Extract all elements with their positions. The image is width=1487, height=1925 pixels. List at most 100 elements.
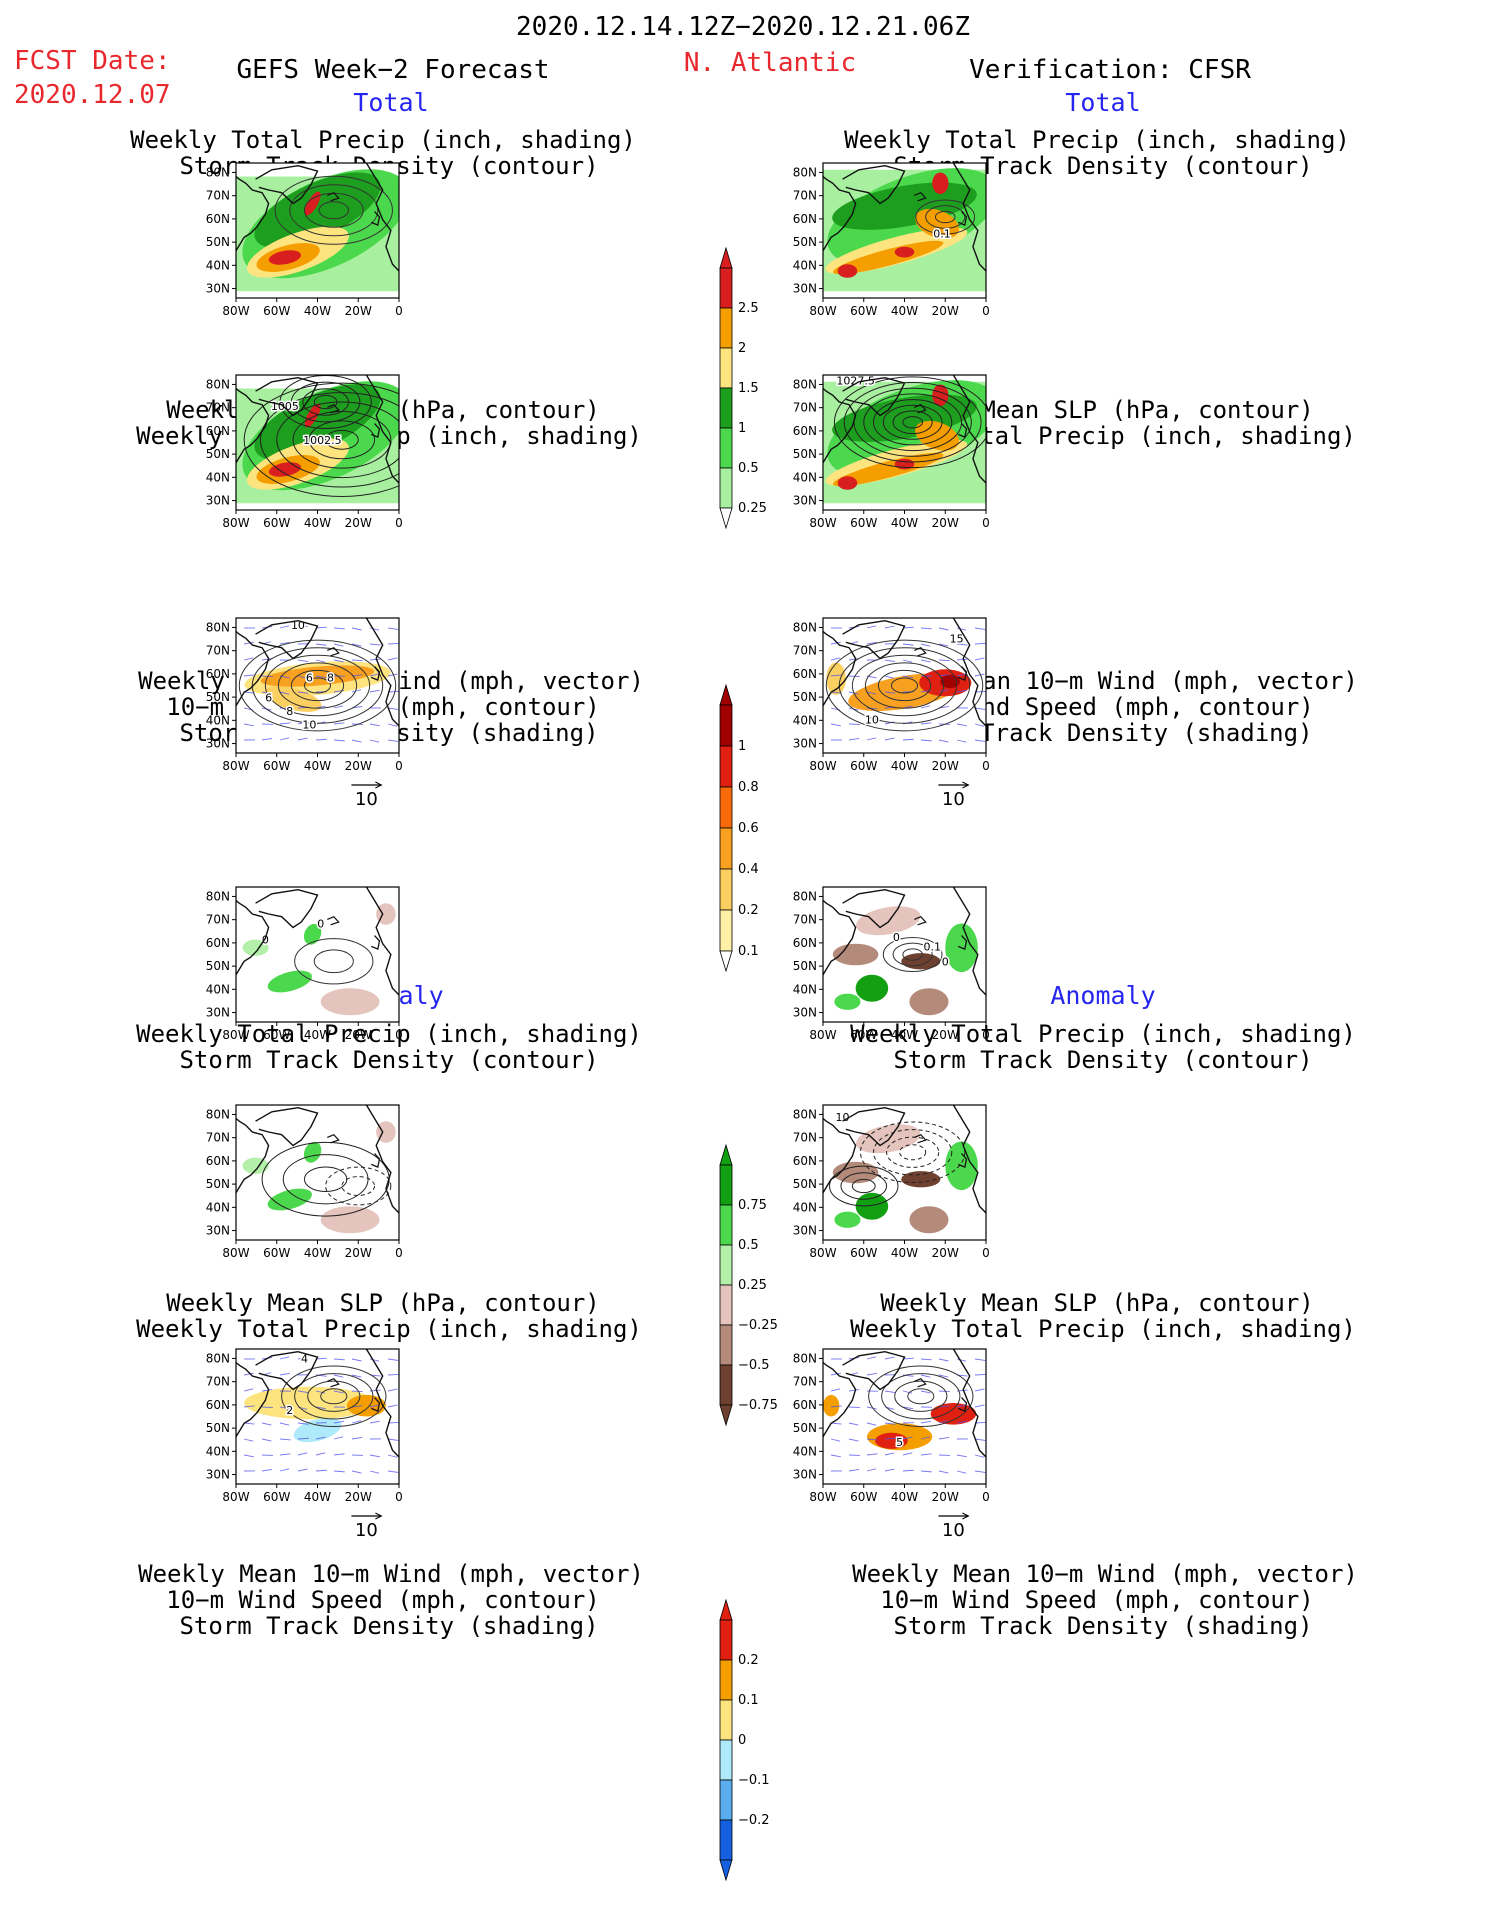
wind-vector: [279, 641, 290, 645]
wind-vector: [866, 1406, 877, 1410]
wind-vector: [920, 1470, 932, 1473]
wind-vector: [351, 1358, 362, 1362]
coastline-iceland: [914, 646, 927, 657]
colorbar-label: 2: [738, 341, 746, 356]
wind-vector: [938, 689, 949, 693]
lon-tick-label: 20W: [345, 1246, 372, 1260]
wind-vector: [333, 739, 345, 742]
anom-slp-contour-neg: [325, 1166, 392, 1206]
colorbar-bin: [719, 786, 733, 829]
slp-contour: [873, 399, 953, 446]
track-label-0: 0: [893, 931, 900, 944]
lon-tick-label: 40W: [304, 1490, 331, 1504]
wind-vector: [848, 1438, 859, 1442]
wind-vector: [902, 1390, 913, 1394]
lat-tick-label: 60N: [206, 1154, 230, 1168]
wind-speed-contour: [281, 1365, 387, 1427]
precip-shade-orange: [833, 240, 944, 275]
lat-tick-label: 70N: [793, 189, 817, 203]
wind-vector: [297, 721, 308, 725]
lon-tick-label: 40W: [304, 516, 331, 530]
lon-tick-label: 0: [395, 304, 403, 318]
lat-tick-label: 30N: [206, 1468, 230, 1482]
colorbar-label: 0.1: [738, 1693, 759, 1708]
wind-vector: [974, 1470, 986, 1473]
wind-vector: [902, 1469, 914, 1472]
anom-slp-contour: [829, 1165, 899, 1207]
lon-tick-label: 60W: [263, 1246, 290, 1260]
wind-vector: [297, 1356, 308, 1360]
vector-reference-arrowhead: [962, 1512, 970, 1520]
wind-vector: [369, 627, 380, 631]
lat-tick-label: 40N: [206, 1200, 230, 1214]
wind-vector: [387, 627, 399, 630]
anom-track-positive-4: [823, 1394, 840, 1417]
lat-tick-label: 60N: [793, 936, 817, 950]
wind-vector: [279, 1422, 290, 1426]
coastline-british-isles: [958, 1397, 968, 1413]
map-ver-anom-precip-fields: 00.10: [823, 887, 986, 1022]
wind-label: 15: [950, 632, 964, 645]
wind-vector: [938, 1390, 950, 1393]
wind-speed-contour: [890, 677, 919, 694]
coastline-north-america: [236, 175, 270, 252]
colorbar-bin: [719, 467, 733, 509]
wind-vector: [866, 707, 878, 710]
coastline-iceland: [914, 1133, 927, 1144]
coastline-british-isles: [371, 666, 381, 682]
anom-precip-positive-3: [834, 1211, 861, 1228]
wind-vector: [387, 657, 398, 661]
wind-speed-contour: [294, 1373, 374, 1420]
fcst-date-value: 2020.12.07: [14, 80, 171, 110]
anom-precip-positive: [267, 1188, 312, 1211]
colorbar-label: 0.1: [738, 944, 759, 959]
wind-vector: [333, 659, 344, 663]
coastline-europe: [365, 618, 399, 727]
wind-vector: [297, 625, 308, 629]
anom-slp-contour-neg: [899, 1144, 927, 1161]
wind-label: 10: [302, 719, 316, 732]
lat-tick-label: 80N: [793, 1107, 817, 1121]
lat-tick-label: 30N: [793, 737, 817, 751]
colorbar-bin: [719, 427, 733, 469]
colorbar-bin: [719, 827, 733, 870]
wind-vector: [369, 723, 380, 727]
wind-vector: [243, 641, 254, 645]
wind-vector: [974, 1388, 985, 1392]
wind-vector: [297, 1452, 308, 1456]
lon-tick-label: 40W: [891, 1490, 918, 1504]
colorbar-bin: [719, 1164, 733, 1206]
wind-vector: [315, 675, 327, 679]
anom-track-contour: [892, 942, 933, 967]
wind-vector: [333, 1436, 344, 1440]
wind-vector: [902, 1406, 914, 1410]
lon-tick-label: 0: [982, 516, 990, 530]
wind-vector: [297, 1390, 309, 1394]
anom-slp-contour-neg: [859, 1121, 966, 1183]
coastline-north-america: [823, 630, 857, 707]
lon-tick-label: 80W: [222, 516, 249, 530]
coastline-greenland: [255, 1350, 319, 1391]
wind-vector: [920, 1420, 932, 1424]
lat-tick-label: 80N: [793, 620, 817, 634]
wind-speed-contour: [290, 669, 345, 702]
track-label-0: 0: [317, 918, 324, 931]
wind-vector: [279, 625, 290, 629]
lat-tick-label: 40N: [206, 982, 230, 996]
colorbar-bin: [719, 1699, 733, 1741]
coastline-north-america: [236, 1117, 270, 1194]
wind-vector: [974, 739, 986, 742]
wind-vector: [938, 1437, 950, 1440]
anom-track-positive-3: [875, 1432, 908, 1449]
lon-tick-label: 0: [982, 1028, 990, 1042]
track-density-contour: [934, 210, 956, 224]
panel-title-fcst-anom-precip-1: Weekly Total Precip (inch, shading): [136, 1020, 642, 1048]
anom-precip-negative-dark: [901, 953, 941, 970]
slp-label-1005: 1005: [271, 400, 299, 413]
wind-vector: [333, 1390, 344, 1394]
lat-tick-label: 50N: [206, 447, 230, 461]
wind-vector: [920, 722, 932, 725]
wind-vector: [369, 1470, 380, 1474]
map-fcst-total-slp: 1005 1002.5 80N 70N 60N 50N 40N 30N 80W 60W 40W 20W…: [206, 374, 403, 530]
